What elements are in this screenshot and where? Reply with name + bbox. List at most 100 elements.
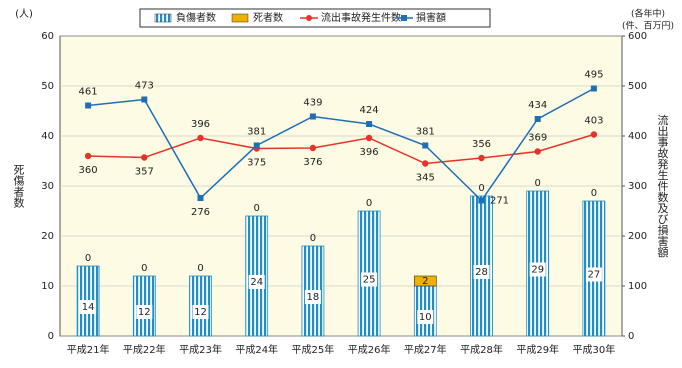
x-tick-label: 平成24年 [235,343,278,356]
y-tick-label: 10 [41,281,54,292]
point-label: 376 [303,157,322,168]
point-label: 369 [528,133,547,144]
marker [197,134,204,142]
y2-unit: (各年中) [631,8,665,20]
marker [478,197,485,204]
point-label: 439 [303,98,322,109]
y-tick-label: 60 [41,31,54,42]
label-box [80,300,97,314]
marker [422,142,429,149]
point-label: 276 [191,207,210,218]
bar-label: 0 [85,253,91,264]
point-label: 381 [247,127,266,138]
point-label: 473 [135,81,154,92]
label-box [248,275,265,289]
bar-label: 25 [363,275,376,286]
bar-label: 12 [194,307,207,318]
legend-label: 損害額 [416,11,446,24]
marker [141,96,148,103]
bar-label: 0 [254,203,260,214]
legend-label: 流出事故発生件数 [321,11,401,24]
point-label: 381 [416,127,435,138]
label-box [192,305,209,319]
bar-label: 28 [475,267,488,278]
point-label: 461 [79,87,98,98]
bar-label: 0 [141,263,147,274]
y2-tick-label: 600 [628,31,647,42]
x-tick-label: 平成26年 [348,343,391,356]
marker [422,160,429,167]
y2-tick-label: 400 [628,131,647,142]
point-label: 396 [360,147,379,158]
y2-tick-label: 300 [628,181,647,192]
bar-label: 12 [138,307,151,318]
bar-label: 24 [250,277,263,288]
marker [366,121,373,127]
x-tick-label: 平成21年 [67,343,110,356]
point-label: 357 [135,167,154,178]
x-tick-label: 平成28年 [460,343,503,356]
legend-marker [306,15,312,21]
legend-swatch [231,13,249,23]
label-box [585,267,602,282]
y-tick-label: 40 [41,131,54,142]
y2-tick-label: 0 [628,331,634,342]
bar-label: 0 [310,233,316,244]
label-box [473,265,490,279]
y-label: 死傷者数 [12,164,25,209]
bar-label: 27 [588,270,601,281]
marker [590,85,597,92]
y2-tick-label: 200 [628,231,647,242]
point-label: 424 [360,105,379,116]
y2-label: 流出事故発生件数及び損害額 [656,113,669,258]
bar-label: 2 [422,276,428,287]
bar-label: 14 [82,302,95,313]
label-box [417,310,434,324]
marker [253,142,260,149]
point-label: 403 [584,116,603,127]
bar-label: 10 [419,312,432,323]
label-box [136,305,153,319]
marker [309,113,316,120]
x-tick-label: 平成29年 [516,343,559,356]
marker [309,144,317,152]
y2-tick-label: 500 [628,81,647,92]
x-tick-label: 平成27年 [404,343,447,356]
y-tick-label: 0 [48,331,54,342]
marker [197,195,204,201]
point-label: 375 [247,158,266,169]
marker [141,154,148,161]
y-tick-label: 20 [41,231,54,242]
bar-label: 0 [535,178,541,189]
label-box [304,290,321,304]
marker [365,134,373,142]
x-tick-label: 平成22年 [123,343,166,356]
marker [478,154,485,162]
y2-unit: (件、百万円) [622,20,674,32]
bar-deaths [413,275,437,287]
bar-label: 0 [591,188,597,199]
point-label: 495 [584,70,603,81]
bar-label: 18 [307,292,320,303]
marker [84,152,92,160]
point-label: 271 [490,196,509,207]
marker [590,131,598,138]
x-tick-label: 平成25年 [292,343,335,356]
legend-label: 死者数 [253,11,283,24]
marker [534,148,541,155]
bar-label: 0 [366,198,372,209]
label-box [361,272,378,287]
marker [534,116,541,122]
y-tick-label: 50 [41,81,54,92]
bar-label: 0 [478,183,484,194]
legend-swatch [154,13,172,23]
label-box [529,262,546,277]
marker [85,102,92,109]
line [88,87,595,202]
y-unit: (人) [15,8,33,20]
bar-label: 29 [531,265,544,276]
y2-tick-label: 100 [628,281,647,292]
bar-label: 0 [197,263,203,274]
x-tick-label: 平成30年 [573,343,616,356]
